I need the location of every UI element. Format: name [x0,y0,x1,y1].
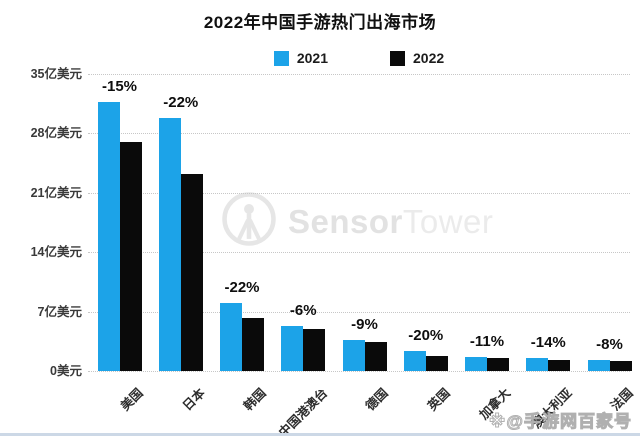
plot-area: -15% 美国 -22% 日本 -22% 韩国 -6% 中国港澳台 -9% 德国 -20% 英国 -11… [88,74,636,436]
baijiahao-watermark: ※@手游网百家号 [488,412,632,432]
bar-2021-法国 [587,359,610,371]
gridline-35亿美元 [88,74,630,75]
bar-2022-法国 [609,360,632,371]
x-axis-category-label-美国: 美国 [118,385,147,414]
bar-2021-德国 [342,339,365,371]
x-axis-category-label-德国: 德国 [363,385,392,414]
gridline-7亿美元 [88,311,630,313]
legend-item-2022: 2022 [390,50,444,66]
yoy-change-label-美国: -15% [101,78,138,96]
y-axis-tick-label: 7亿美元 [37,304,82,319]
x-axis-category-label-中国港澳台: 中国港澳台 [275,385,330,436]
yoy-change-label-法国: -8% [596,335,623,353]
legend-label: 2022 [413,50,445,66]
bar-2021-中国港澳台 [281,326,304,371]
yoy-change-label-英国: -20% [408,327,444,345]
gridline-14亿美元 [88,252,630,254]
x-axis-category-label-韩国: 韩国 [241,385,269,414]
legend-label: 2021 [296,50,328,66]
bar-2021-英国 [403,351,426,371]
bar-2021-韩国 [220,303,242,371]
gridline-21亿美元 [88,192,630,194]
x-axis-category-label-英国: 英国 [424,385,453,414]
chart-legend: 2021 2022 [88,50,630,66]
x-axis-category-label-日本: 日本 [179,385,208,414]
y-axis-tick-label: 35亿美元 [30,67,82,81]
legend-swatch-2021 [273,50,289,66]
gridline-0美元 [88,371,630,372]
bottom-edge-strip [0,433,640,436]
y-axis-tick-label: 21亿美元 [30,185,82,200]
bar-2022-澳大利亚 [548,359,571,371]
bar-2022-日本 [180,174,203,371]
y-axis-tick-label: 0美元 [50,364,82,378]
bar-2022-英国 [425,355,448,371]
bar-2021-日本 [158,118,181,371]
bar-2022-加拿大 [487,358,509,371]
yoy-change-label-加拿大: -11% [469,332,505,350]
bar-2022-德国 [364,342,387,371]
bar-2021-加拿大 [465,356,487,371]
y-axis-tick-label: 28亿美元 [30,126,82,141]
yoy-change-label-韩国: -22% [224,279,260,297]
y-axis-tick-label: 14亿美元 [30,245,82,260]
yoy-change-label-澳大利亚: -14% [530,334,566,352]
bar-2022-韩国 [242,318,264,371]
legend-swatch-2022 [390,50,405,66]
yoy-change-label-日本: -22% [163,94,199,112]
yoy-change-label-德国: -9% [351,315,378,333]
bar-2022-美国 [119,141,142,371]
yoy-change-label-中国港澳台: -6% [289,302,317,320]
legend-item-2021: 2021 [273,50,328,66]
bar-2021-澳大利亚 [526,358,549,371]
gridline-28亿美元 [88,133,630,135]
chart-title: 2022年中国手游热门出海市场 [203,13,437,32]
bar-2022-中国港澳台 [303,328,326,371]
bar-2021-美国 [97,102,120,371]
